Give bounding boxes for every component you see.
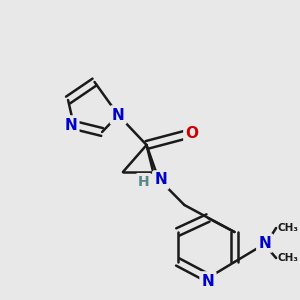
Text: CH₃: CH₃ [278, 223, 299, 233]
Text: CH₃: CH₃ [278, 253, 299, 263]
Text: H: H [138, 175, 149, 189]
Text: N: N [202, 274, 214, 289]
Text: N: N [258, 236, 271, 250]
Text: N: N [154, 172, 167, 188]
Text: N: N [64, 118, 77, 133]
Text: O: O [185, 125, 198, 140]
Text: N: N [112, 107, 124, 122]
